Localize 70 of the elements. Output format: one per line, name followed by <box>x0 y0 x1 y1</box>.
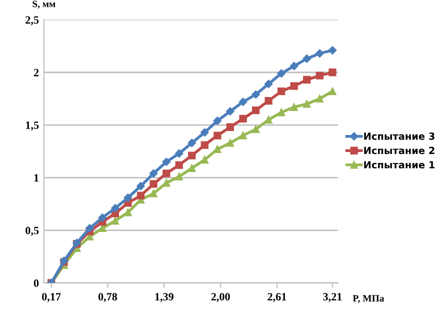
point <box>213 116 222 125</box>
x-tick-label: 3,21 <box>323 293 342 302</box>
point <box>264 96 272 105</box>
point <box>150 190 158 198</box>
point <box>162 170 170 178</box>
x-tick-label: 0,78 <box>98 292 118 302</box>
legend-label: Испытание 3 <box>364 132 434 140</box>
point <box>111 217 120 225</box>
y-tick-label: 2,5 <box>26 16 39 26</box>
point <box>290 103 298 111</box>
point <box>252 106 260 114</box>
y-tick-label: 0,5 <box>26 226 39 236</box>
point <box>239 132 247 140</box>
point <box>226 139 234 147</box>
point <box>214 132 222 140</box>
legend-label: Испытание 2 <box>364 146 434 154</box>
point <box>188 164 196 172</box>
point <box>290 62 298 70</box>
point <box>86 224 94 232</box>
point <box>252 125 260 134</box>
point <box>200 128 209 137</box>
x-tick-label: 1,39 <box>155 293 174 302</box>
point <box>149 169 158 178</box>
point <box>150 180 158 188</box>
x-tick-label: 2,00 <box>211 292 230 302</box>
point <box>328 88 336 96</box>
legend-label: Испытание 1 <box>364 161 435 168</box>
point <box>264 80 273 88</box>
point <box>200 141 208 149</box>
y-tick-label: 2 <box>34 68 39 76</box>
y-tick-label: 1,5 <box>26 122 39 131</box>
point <box>238 98 248 106</box>
point <box>188 138 196 148</box>
point <box>174 149 184 158</box>
point <box>316 94 324 103</box>
point <box>239 114 247 123</box>
point <box>124 208 132 216</box>
x-tick-label: 0,17 <box>42 292 61 302</box>
point <box>200 156 208 164</box>
y-tick-label: 1 <box>34 174 38 182</box>
point <box>124 194 132 202</box>
point <box>277 69 286 78</box>
point <box>226 107 234 116</box>
x-axis-title: P, МПа <box>352 295 384 304</box>
point <box>136 182 145 190</box>
x-tick-label: 2,61 <box>268 293 286 302</box>
y-axis-title: S, мм <box>32 0 56 9</box>
point <box>252 90 260 99</box>
point <box>175 172 183 180</box>
point <box>328 46 337 54</box>
point <box>175 161 183 169</box>
point <box>264 116 272 124</box>
y-tick-label: 0 <box>34 279 39 287</box>
point <box>290 82 298 90</box>
point <box>278 88 286 96</box>
point <box>316 49 324 58</box>
point <box>226 123 234 131</box>
point <box>136 192 145 200</box>
point <box>162 158 170 166</box>
point <box>188 152 196 160</box>
point <box>278 108 286 116</box>
point <box>162 179 170 187</box>
point <box>303 76 311 84</box>
point <box>111 204 120 212</box>
point <box>328 68 336 76</box>
point <box>214 145 222 154</box>
point <box>98 214 107 222</box>
point <box>303 100 311 108</box>
point <box>302 54 311 63</box>
point <box>316 72 324 80</box>
